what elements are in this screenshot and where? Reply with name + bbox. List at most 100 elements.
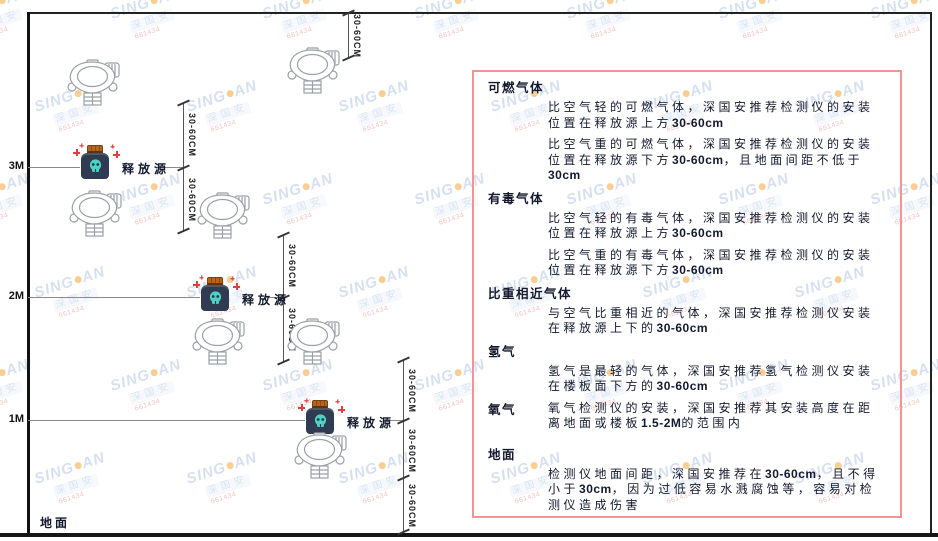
section-paragraph: 氧气检测仪的安装，深国安推荐其安装高度在距离地面或楼板1.5-2M的范围内 [548, 400, 874, 431]
spark-icon [113, 151, 120, 158]
watermark-company: 深国安 [0, 8, 24, 34]
watermark-code: 661434 [286, 25, 314, 41]
bottle-body [81, 153, 109, 179]
watermark-code: 661434 [58, 490, 86, 506]
dot-icon [149, 182, 159, 192]
section-paragraph: 比空气轻的可燃气体，深国安推荐检测仪的安装位置在释放源上方30-60cm [548, 100, 874, 130]
level-line-1m [28, 420, 305, 421]
gas-detector-icon [67, 189, 123, 237]
skull-icon [89, 159, 101, 172]
release-source-icon [298, 398, 345, 434]
dimension-label: 30-60CM [187, 112, 197, 157]
gas-detector-icon [65, 58, 121, 106]
section-paragraph: 比空气重的可燃气体，深国安推荐检测仪的安装位置在释放源下方30-60cm，且地面… [548, 137, 874, 182]
section-paragraph: 氢气是最轻的气体，深国安推荐氢气检测仪安装在楼板面下方的30-60cm [548, 363, 874, 394]
dot-icon [909, 368, 919, 378]
dot-icon [0, 182, 7, 192]
right-wall-line [930, 12, 932, 535]
section-paragraph: 比空气轻的有毒气体，深国安推荐检测仪的安装位置在释放源上方30-60cm [548, 210, 874, 241]
height-marker-1m: 1M [8, 413, 24, 425]
dot-icon [0, 368, 7, 378]
dot-icon [377, 89, 387, 99]
spark-icon [110, 144, 115, 149]
gas-detector-icon [285, 317, 341, 365]
release-source-icon [73, 143, 120, 179]
spark-icon [230, 276, 235, 281]
info-panel: 可燃气体 比空气轻的可燃气体，深国安推荐检测仪的安装位置在释放源上方30-60cm… [472, 70, 902, 518]
section-heading: 氧气 [488, 401, 517, 417]
dot-icon [149, 368, 159, 378]
level-line-3m-right [156, 167, 183, 168]
watermark-code: 661434 [438, 25, 466, 41]
height-marker-2m: 2M [8, 290, 24, 302]
watermark-company: 深国安 [128, 194, 176, 220]
spark-icon [79, 143, 84, 148]
dot-icon [225, 89, 235, 99]
spark-icon [298, 404, 305, 411]
watermark-company: 深国安 [0, 194, 24, 220]
bottle-cap [207, 277, 223, 285]
dot-icon [605, 0, 615, 6]
dot-icon [225, 461, 235, 471]
section-heading: 比重相近气体 [488, 285, 573, 301]
bottle-cap [312, 400, 328, 408]
spark-icon [199, 275, 204, 280]
panel-section-4: 氢气 氢气是最轻的气体，深国安推荐氢气检测仪安装在楼板面下方的30-60cm [476, 343, 890, 395]
panel-section-6: 地面 检测仪地面间距，深国安推荐在30-60cm，且不得小于30cm，因为过低容易… [476, 446, 890, 514]
panel-section-3: 比重相近气体 与空气比重相近的气体，深国安推荐检测仪安装在释放源上下的30-60c… [476, 285, 890, 337]
gas-detector-icon [292, 431, 348, 479]
section-heading: 可燃气体 [488, 80, 545, 95]
dot-icon [909, 0, 919, 6]
ground-label: 地面 [40, 516, 71, 530]
panel-section-5: 氧气 氧气检测仪的安装，深国安推荐其安装高度在距离地面或楼板1.5-2M的范围内 [476, 401, 890, 432]
spark-icon [304, 398, 309, 403]
watermark-code: 661434 [362, 304, 390, 320]
dimension-tick [177, 227, 190, 235]
dimension-line [348, 13, 349, 58]
watermark-code: 661434 [742, 25, 770, 41]
dimension-label: 30-60CM [407, 428, 417, 473]
watermark-code: 661434 [0, 397, 10, 413]
height-marker-3m: 3M [8, 160, 24, 172]
skull-icon [209, 291, 221, 304]
watermark-company: 深国安 [356, 287, 404, 313]
section-heading: 有毒气体 [488, 190, 545, 206]
left-wall-line [27, 12, 30, 535]
section-paragraph: 检测仪地面间距，深国安推荐在30-60cm，且不得小于30cm，因为过低容易水溅… [548, 466, 879, 512]
release-source-icon [193, 275, 240, 311]
watermark-code: 661434 [134, 397, 162, 413]
section-paragraph: 比空气重的有毒气体，深国安推荐检测仪的安装位置在释放源下方30-60cm [548, 247, 874, 278]
watermark-code: 661434 [210, 118, 238, 134]
dot-icon [301, 182, 311, 192]
dot-icon [301, 368, 311, 378]
watermark-code: 661434 [58, 304, 86, 320]
dimension-label: 30-60CM [407, 368, 417, 413]
watermark-company: 深国安 [52, 473, 100, 499]
dot-icon [73, 275, 83, 285]
dimension-label: 30-60CM [407, 483, 417, 528]
dot-icon [453, 0, 463, 6]
dimension-label: 30-60CM [187, 177, 197, 222]
watermark-code: 661434 [0, 25, 10, 41]
watermark-code: 661434 [286, 211, 314, 227]
level-line-2m-right [266, 297, 283, 298]
dot-icon [301, 0, 311, 6]
dimension-line [283, 235, 284, 362]
